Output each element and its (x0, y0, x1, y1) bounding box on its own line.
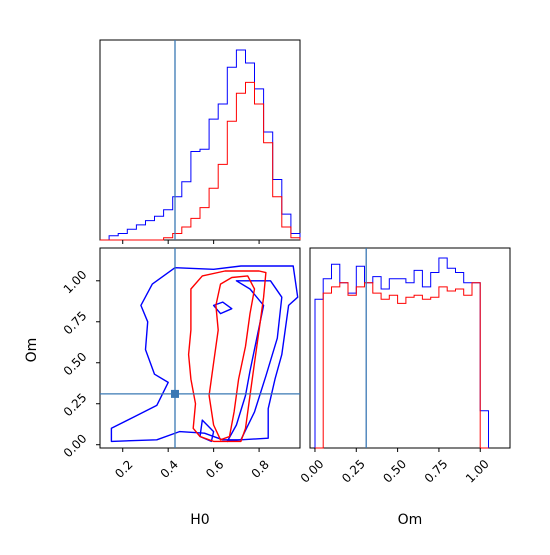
tick-layer: 0.2 0.4 0.6 0.8 0.00 0.25 0.50 0.75 1.00 0.00 0.25… (61, 240, 492, 486)
hist-Om-frame (309, 247, 511, 449)
tick-label-H0: 0.6 (203, 457, 226, 480)
contour-panel (100, 248, 300, 448)
x-axis-label-Om: Om (398, 512, 423, 528)
hist-H0-panel (100, 40, 301, 241)
Om-blue-histogram (314, 257, 489, 448)
H0-blue-histogram (100, 49, 301, 241)
contour-frame (99, 247, 301, 449)
x-axis-label-H0: H0 (190, 512, 209, 528)
hist-Om-panel (314, 248, 489, 449)
red-contour-1 (187, 270, 267, 443)
tick-label-Om-x: 0.00 (298, 457, 327, 486)
tick-label-Om-x: 0.75 (422, 457, 451, 486)
tick-label-Om-y: 0.50 (61, 350, 90, 379)
tick-label-Om-y: 0.75 (61, 309, 90, 338)
truth-marker (171, 389, 179, 398)
blue-contour-1 (110, 265, 299, 443)
blue-contour-4 (199, 419, 215, 443)
y-axis-label-Om: Om (24, 338, 40, 363)
tick-label-Om-y: 0.00 (61, 431, 90, 460)
tick-label-Om-x: 0.25 (339, 457, 368, 486)
tick-label-H0: 0.4 (158, 457, 181, 480)
Om-red-histogram (315, 282, 489, 449)
tick-label-Om-x: 0.50 (380, 457, 409, 486)
blue-contour-2 (212, 301, 233, 315)
tick-label-H0: 0.2 (112, 457, 135, 480)
hist-H0-frame (99, 39, 301, 241)
tick-label-Om-x: 1.00 (463, 457, 492, 486)
H0-red-histogram (100, 81, 301, 241)
red-contour-2 (208, 275, 256, 441)
tick-label-H0: 0.8 (249, 457, 272, 480)
tick-label-Om-y: 0.25 (61, 391, 90, 420)
tick-label-Om-y: 1.00 (61, 268, 90, 297)
